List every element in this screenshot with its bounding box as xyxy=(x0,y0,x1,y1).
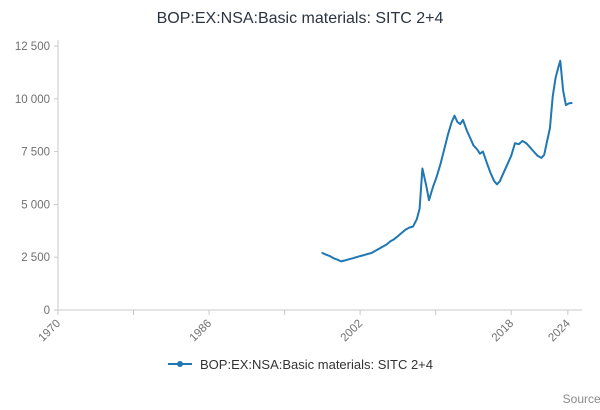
y-tick-label: 10 000 xyxy=(15,94,50,106)
y-tick-label: 0 xyxy=(44,305,50,317)
x-tick-label: 1970 xyxy=(37,318,64,345)
series-line xyxy=(321,59,573,263)
y-tick-label: 7 500 xyxy=(21,147,50,159)
chart-title: BOP:EX:NSA:Basic materials: SITC 2+4 xyxy=(156,10,444,27)
x-tick-label: 2002 xyxy=(339,318,366,345)
x-tick-label: 2024 xyxy=(546,317,573,344)
y-tick-label: 2 500 xyxy=(21,252,50,264)
legend-label: BOP:EX:NSA:Basic materials: SITC 2+4 xyxy=(200,356,433,372)
legend-line-marker-icon xyxy=(168,361,192,367)
legend-item[interactable]: BOP:EX:NSA:Basic materials: SITC 2+4 xyxy=(0,352,600,376)
y-tick-label: 12 500 xyxy=(15,41,50,53)
y-tick-label: 5 000 xyxy=(21,199,50,211)
x-tick-label: 2018 xyxy=(490,318,517,345)
x-tick-label: 1986 xyxy=(188,318,215,345)
source-label: Source: xyxy=(562,392,600,406)
line-chart: 0 2 500 5 000 7 500 10 000 12 500 1970 1986 2002… xyxy=(15,40,582,345)
